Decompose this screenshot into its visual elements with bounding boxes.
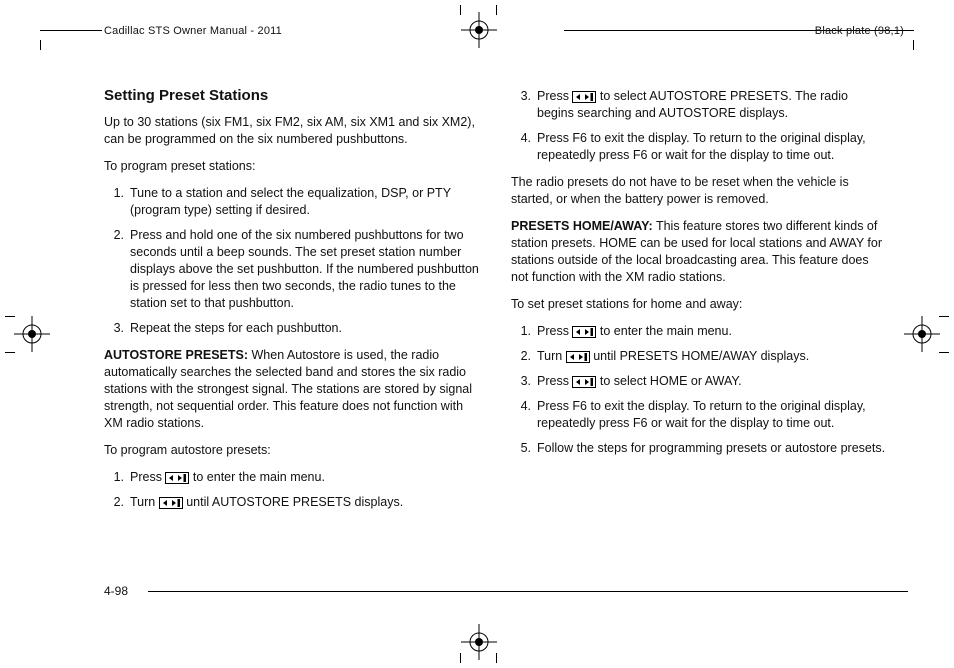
list-number: 4.: [511, 130, 531, 147]
registration-mark-icon: [461, 624, 497, 660]
right-column: 3.Press to select AUTOSTORE PRESETS. The…: [511, 86, 888, 578]
list-text: Follow the steps for programming presets…: [537, 441, 885, 455]
list-text: Press F6 to exit the display. To return …: [537, 399, 866, 430]
manual-page: Cadillac STS Owner Manual - 2011 Black p…: [0, 0, 954, 668]
left-column: Setting Preset Stations Up to 30 station…: [104, 86, 481, 578]
list-text: Repeat the steps for each pushbutton.: [130, 321, 342, 335]
tune-knob-icon: [566, 351, 590, 363]
page-number: 4-98: [104, 584, 128, 598]
list-text: Press and hold one of the six numbered p…: [130, 228, 479, 310]
list-number: 3.: [511, 88, 531, 105]
tune-knob-icon: [165, 472, 189, 484]
list-text: Turn: [537, 349, 566, 363]
list-item: 4.Press F6 to exit the display. To retur…: [535, 130, 888, 164]
content-columns: Setting Preset Stations Up to 30 station…: [104, 86, 888, 578]
crop-tick: [496, 653, 497, 663]
presets-ha-paragraph: PRESETS HOME/AWAY: This feature stores t…: [511, 218, 888, 286]
to-set-label: To set preset stations for home and away…: [511, 296, 888, 313]
intro-paragraph: Up to 30 stations (six FM1, six FM2, six…: [104, 114, 481, 148]
list-item: 2.Press and hold one of the six numbered…: [128, 227, 481, 312]
crop-tick: [913, 40, 914, 50]
list-text: Press F6 to exit the display. To return …: [537, 131, 866, 162]
list-number: 2.: [104, 227, 124, 244]
list-text: to enter the main menu.: [596, 324, 732, 338]
list-text: until AUTOSTORE PRESETS displays.: [183, 495, 403, 509]
list-text: to enter the main menu.: [189, 470, 325, 484]
list-item: 2.Turn until PRESETS HOME/AWAY displays.: [535, 348, 888, 365]
list-number: 5.: [511, 440, 531, 457]
autostore-paragraph: AUTOSTORE PRESETS: When Autostore is use…: [104, 347, 481, 432]
registration-mark-icon: [14, 316, 50, 352]
list-item: 4.Press F6 to exit the display. To retur…: [535, 398, 888, 432]
list-number: 1.: [104, 469, 124, 486]
to-program-auto-label: To program autostore presets:: [104, 442, 481, 459]
list-number: 2.: [104, 494, 124, 511]
list-text: Press: [130, 470, 165, 484]
list-item: 1.Tune to a station and select the equal…: [128, 185, 481, 219]
header-right-text: Black plate (98,1): [815, 25, 904, 37]
autostore-steps-continued: 3.Press to select AUTOSTORE PRESETS. The…: [511, 88, 888, 164]
list-number: 3.: [104, 320, 124, 337]
crop-tick: [5, 352, 15, 353]
program-steps-list: 1. Tune to a station and select the equal…: [104, 185, 481, 337]
section-heading: Setting Preset Stations: [104, 86, 481, 106]
page-header: Cadillac STS Owner Manual - 2011 Black p…: [104, 22, 904, 40]
footer-rule: [148, 591, 908, 592]
list-item: 1.Press to enter the main menu.: [128, 469, 481, 486]
list-item: 3.Press to select HOME or AWAY.: [535, 373, 888, 390]
autostore-steps-list: 1.Press to enter the main menu.2.Turn un…: [104, 469, 481, 511]
crop-tick: [939, 352, 949, 353]
list-text: Press: [537, 324, 572, 338]
list-text: Press: [537, 374, 572, 388]
list-text: to select HOME or AWAY.: [596, 374, 741, 388]
to-program-label: To program preset stations:: [104, 158, 481, 175]
registration-mark-icon: [904, 316, 940, 352]
list-item: 2.Turn until AUTOSTORE PRESETS displays.: [128, 494, 481, 511]
list-number: 1.: [511, 323, 531, 340]
presets-ha-label: PRESETS HOME/AWAY:: [511, 219, 653, 233]
list-text: Press: [537, 89, 572, 103]
note-paragraph: The radio presets do not have to be rese…: [511, 174, 888, 208]
list-number: 2.: [511, 348, 531, 365]
tune-knob-icon: [159, 497, 183, 509]
list-item: 3.Repeat the steps for each pushbutton.: [128, 320, 481, 337]
crop-rule: [40, 30, 102, 31]
list-item: 1.Press to enter the main menu.: [535, 323, 888, 340]
tune-knob-icon: [572, 91, 596, 103]
list-text: Turn: [130, 495, 159, 509]
crop-tick: [5, 316, 15, 317]
ha-steps-list: 1.Press to enter the main menu.2.Turn un…: [511, 323, 888, 457]
autostore-label: AUTOSTORE PRESETS:: [104, 348, 248, 362]
list-number: 1.: [104, 185, 124, 202]
crop-tick: [460, 653, 461, 663]
tune-knob-icon: [572, 376, 596, 388]
list-item: 5.Follow the steps for programming prese…: [535, 440, 888, 457]
tune-knob-icon: [572, 326, 596, 338]
crop-tick: [939, 316, 949, 317]
crop-tick: [40, 40, 41, 50]
list-text: until PRESETS HOME/AWAY displays.: [590, 349, 810, 363]
header-left-text: Cadillac STS Owner Manual - 2011: [104, 25, 282, 37]
list-number: 3.: [511, 373, 531, 390]
list-number: 4.: [511, 398, 531, 415]
list-item: 3.Press to select AUTOSTORE PRESETS. The…: [535, 88, 888, 122]
list-text: Tune to a station and select the equaliz…: [130, 186, 451, 217]
